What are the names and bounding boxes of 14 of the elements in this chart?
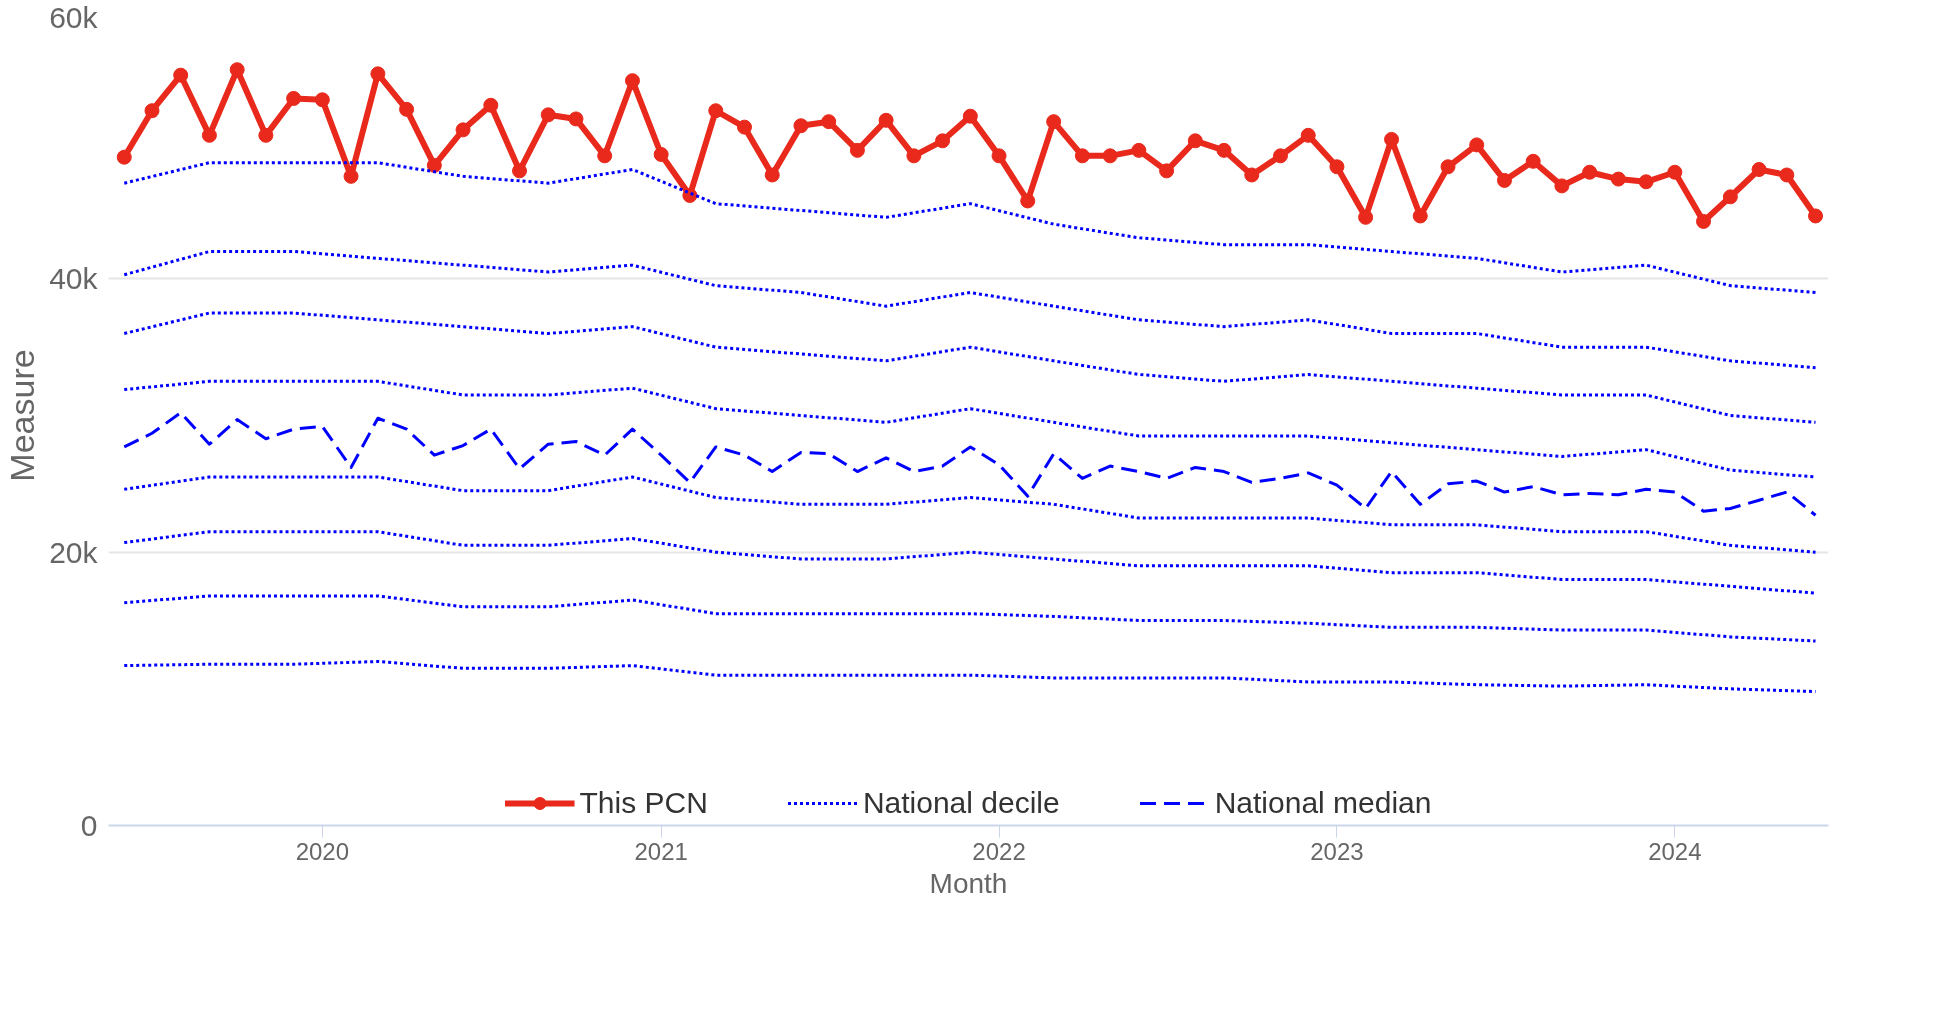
y-axis-title: Measure bbox=[3, 349, 42, 482]
x-tick-label: 2024 bbox=[1648, 837, 1702, 865]
x-axis-title: Month bbox=[929, 867, 1008, 899]
x-tick-label: 2022 bbox=[972, 837, 1026, 865]
y-tick-label: 0 bbox=[80, 809, 98, 842]
legend-label: National decile bbox=[862, 786, 1060, 820]
y-tick-label: 20k bbox=[49, 535, 99, 569]
legend-label: This PCN bbox=[579, 786, 708, 820]
x-tick-label: 2021 bbox=[634, 837, 688, 865]
x-tick-label: 2020 bbox=[295, 837, 350, 865]
y-tick-label: 60k bbox=[49, 0, 99, 34]
x-tick-label: 2023 bbox=[1310, 837, 1364, 865]
legend-label: National median bbox=[1214, 786, 1432, 820]
y-tick-label: 40k bbox=[49, 262, 99, 296]
